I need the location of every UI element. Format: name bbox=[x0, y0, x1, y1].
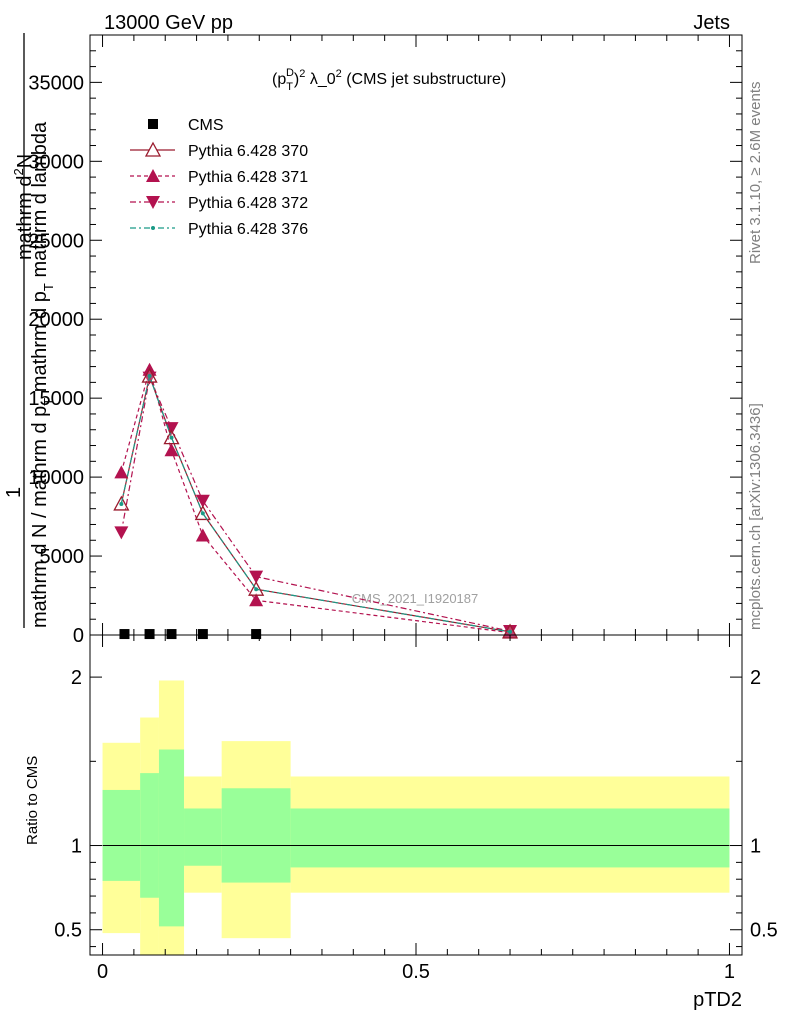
ylabel-den-c: mathrm d lambda bbox=[29, 121, 51, 283]
series-point-pythia-6-428-376 bbox=[169, 435, 174, 440]
ratio-x-tick-label: 0.5 bbox=[402, 961, 430, 983]
ratio-x-tick-label: 0 bbox=[97, 961, 108, 983]
cms-data-point bbox=[144, 629, 155, 640]
ylabel-one: 1 bbox=[3, 487, 25, 498]
ratio-inner-band bbox=[102, 789, 141, 881]
series-point-pythia-6-428-372 bbox=[164, 422, 179, 436]
cms-data-point bbox=[251, 629, 262, 640]
legend-label-cms: CMS bbox=[188, 117, 224, 134]
main-panel: 0 5000 10000 15000 20000 25000 30000 35000 CMS_… bbox=[28, 34, 743, 647]
series-point-pythia-6-428-371 bbox=[249, 593, 264, 607]
ylabel-den-sub2: T bbox=[41, 283, 56, 291]
ratio-inner-band bbox=[158, 749, 185, 927]
legend-label-370: Pythia 6.428 370 bbox=[188, 143, 308, 160]
series-point-pythia-6-428-372 bbox=[114, 526, 129, 540]
legend-marker-371 bbox=[146, 169, 160, 182]
cms-data-point bbox=[119, 629, 130, 640]
title-sup-d: D bbox=[286, 67, 294, 79]
series-point-pythia-6-428-376 bbox=[508, 629, 513, 634]
series-point-pythia-6-428-376 bbox=[254, 587, 259, 592]
legend-marker-cms bbox=[148, 119, 158, 129]
ylabel-denominator: mathrm d N / mathrm d pT mathrm d pT mat… bbox=[29, 121, 56, 628]
ratio-y-tick-label: 1 bbox=[71, 836, 82, 858]
main-y-ticks: 0 5000 10000 15000 20000 25000 30000 35000 bbox=[28, 34, 742, 647]
legend: CMS Pythia 6.428 370 Pythia 6.428 371 Py… bbox=[130, 117, 308, 238]
ylabel-num-sup: 2 bbox=[11, 168, 26, 175]
ylabel-numerator: mathrm d2N bbox=[11, 154, 36, 260]
series-point-pythia-6-428-376 bbox=[147, 374, 152, 379]
ratio-inner-band bbox=[140, 773, 159, 898]
main-y-tick-label: 35000 bbox=[28, 72, 84, 94]
header-left-label: 13000 GeV pp bbox=[104, 12, 233, 34]
title-sub-t: T bbox=[286, 81, 293, 93]
main-y-tick-label: 10000 bbox=[28, 467, 84, 489]
cms-data-point bbox=[197, 629, 208, 640]
ratio-bands bbox=[102, 680, 730, 955]
rivet-version-label: Rivet 3.1.10, ≥ 2.6M events bbox=[747, 82, 764, 265]
ratio-y-tick-label-right: 1 bbox=[750, 836, 761, 858]
x-axis-label: pTD2 bbox=[693, 989, 742, 1011]
ratio-y-tick-label: 2 bbox=[71, 667, 82, 689]
series-point-pythia-6-428-372 bbox=[249, 570, 264, 584]
title-part-c: λ_0 bbox=[305, 71, 335, 88]
title-sup-2: 2 bbox=[299, 68, 305, 80]
main-y-tick-label: 15000 bbox=[28, 388, 84, 410]
ratio-y-tick-label-right: 0.5 bbox=[750, 920, 778, 942]
ratio-y-ticks: 0.5 0.5 1 1 2 2 bbox=[54, 667, 778, 948]
ratio-inner-band bbox=[184, 808, 222, 866]
main-y-tick-label: 30000 bbox=[28, 151, 84, 173]
series-line-pythia-6-428-370 bbox=[120, 373, 511, 633]
ylabel-num-n: N bbox=[14, 154, 36, 168]
main-y-tick-label: 20000 bbox=[28, 309, 84, 331]
watermark-label: CMS_2021_I1920187 bbox=[352, 591, 479, 606]
series-point-pythia-6-428-371 bbox=[114, 465, 129, 479]
mcplots-url-label: mcplots.cern.ch [arXiv:1306.3436] bbox=[747, 403, 764, 630]
title-sup-2b: 2 bbox=[336, 68, 342, 80]
ylabel-den-a: mathrm d N / mathrm d p bbox=[29, 406, 51, 628]
title-part-d: (CMS jet substructure) bbox=[342, 71, 506, 88]
title-part-a: (p bbox=[272, 71, 286, 88]
legend-marker-372 bbox=[146, 196, 160, 209]
cms-data-point bbox=[166, 629, 177, 640]
series-point-pythia-6-428-372 bbox=[195, 494, 210, 508]
series-point-pythia-6-428-376 bbox=[119, 501, 124, 506]
ratio-inner-band bbox=[290, 808, 730, 868]
main-y-tick-label: 0 bbox=[73, 625, 84, 647]
ratio-y-tick-label: 0.5 bbox=[54, 920, 82, 942]
legend-marker-370 bbox=[144, 141, 162, 157]
ratio-y-axis-label: Ratio to CMS bbox=[24, 756, 41, 845]
legend-marker-376 bbox=[151, 226, 155, 230]
legend-label-371: Pythia 6.428 371 bbox=[188, 169, 308, 186]
series-line-pythia-6-428-372 bbox=[120, 375, 511, 632]
ylabel-den-sub: T bbox=[41, 398, 56, 406]
main-y-tick-label: 25000 bbox=[28, 230, 84, 252]
series-point-pythia-6-428-371 bbox=[164, 443, 179, 457]
main-y-axis-label: mathrm d2N 1 mathrm d N / mathrm d pT ma… bbox=[3, 33, 56, 628]
ratio-inner-band bbox=[221, 788, 291, 883]
main-y-tick-label: 5000 bbox=[40, 546, 85, 568]
header-right-label: Jets bbox=[693, 12, 730, 34]
ylabel-den-b: mathrm d p bbox=[29, 291, 51, 398]
legend-label-372: Pythia 6.428 372 bbox=[188, 195, 308, 212]
ratio-x-tick-label: 1 bbox=[724, 961, 735, 983]
ylabel-num-mathrm: mathrm d bbox=[14, 176, 36, 260]
series-point-pythia-6-428-376 bbox=[200, 511, 205, 516]
title-part-b: ) bbox=[294, 71, 299, 88]
ratio-x-ticks: 0 0.5 1 bbox=[97, 635, 735, 983]
plot-title: (pTD)2 λ_02 (CMS jet substructure) bbox=[272, 67, 506, 93]
series-point-pythia-6-428-371 bbox=[195, 528, 210, 542]
legend-label-376: Pythia 6.428 376 bbox=[188, 221, 308, 238]
ratio-panel: 0.5 0.51 12 2 0 0.5 1 Ratio to CMS pTD2 bbox=[24, 634, 778, 1011]
ratio-y-tick-label-right: 2 bbox=[750, 667, 761, 689]
main-x-ticks bbox=[102, 35, 730, 635]
series-line-pythia-6-428-371 bbox=[120, 367, 511, 634]
main-series bbox=[113, 362, 519, 640]
